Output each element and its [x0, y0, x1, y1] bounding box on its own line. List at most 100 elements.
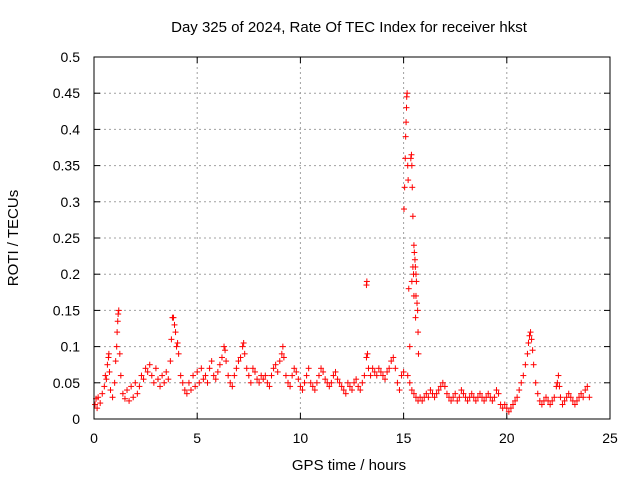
data-point: [200, 376, 207, 383]
data-point: [367, 372, 374, 379]
data-point: [109, 394, 116, 401]
data-point: [344, 379, 351, 386]
data-point: [278, 350, 285, 357]
data-point: [233, 365, 240, 372]
data-point: [157, 383, 164, 390]
data-point: [403, 104, 410, 111]
data-point: [489, 397, 496, 404]
data-point: [212, 376, 219, 383]
data-point: [410, 242, 417, 249]
data-point: [305, 365, 312, 372]
data-point: [458, 387, 465, 394]
data-point: [268, 372, 275, 379]
data-point: [181, 387, 188, 394]
data-point: [406, 379, 413, 386]
data-point: [404, 90, 411, 97]
data-point: [468, 390, 475, 397]
data-point: [406, 343, 413, 350]
data-point: [386, 365, 393, 372]
data-point: [94, 405, 101, 412]
data-point: [415, 329, 422, 336]
data-point: [301, 379, 308, 386]
data-point: [130, 394, 137, 401]
data-point: [202, 372, 209, 379]
data-point: [402, 133, 409, 140]
data-point: [223, 358, 230, 365]
data-point: [528, 336, 535, 343]
data-point: [410, 271, 417, 278]
data-point: [403, 119, 410, 126]
data-point: [315, 372, 322, 379]
data-point: [318, 365, 325, 372]
y-tick-label: 0.35: [53, 158, 80, 174]
data-point: [409, 263, 416, 270]
data-point: [472, 397, 479, 404]
data-point: [95, 394, 102, 401]
data-point: [115, 307, 122, 314]
y-tick-label: 0.15: [53, 302, 80, 318]
y-tick-label: 0.5: [61, 49, 81, 65]
data-point: [328, 379, 335, 386]
data-point: [534, 390, 541, 397]
x-tick-label: 25: [602, 430, 618, 446]
data-point: [524, 350, 531, 357]
data-point: [183, 390, 190, 397]
data-point: [132, 379, 139, 386]
data-point: [401, 206, 408, 213]
data-point: [142, 365, 149, 372]
data-point: [171, 321, 178, 328]
x-tick-label: 0: [90, 430, 98, 446]
data-point: [330, 372, 337, 379]
y-tick-label: 0.1: [61, 339, 81, 355]
data-point: [190, 372, 197, 379]
data-point: [170, 314, 177, 321]
chart-title: Day 325 of 2024, Rate Of TEC Index for r…: [171, 19, 528, 36]
data-point: [400, 368, 407, 375]
data-point: [119, 390, 126, 397]
data-point: [167, 358, 174, 365]
data-point: [361, 372, 368, 379]
data-point: [388, 358, 395, 365]
data-point: [342, 390, 349, 397]
data-point: [538, 401, 545, 408]
data-point: [128, 383, 135, 390]
data-point: [353, 376, 360, 383]
data-point: [409, 184, 416, 191]
data-point: [561, 397, 568, 404]
data-point: [527, 329, 534, 336]
data-point: [493, 387, 500, 394]
data-point: [210, 372, 217, 379]
data-point: [401, 184, 408, 191]
data-point: [311, 387, 318, 394]
data-point: [92, 401, 99, 408]
data-point: [256, 379, 263, 386]
data-point: [390, 354, 397, 361]
data-point: [198, 365, 205, 372]
data-point: [525, 339, 532, 346]
data-point: [495, 390, 502, 397]
data-point: [559, 401, 566, 408]
data-point: [359, 379, 366, 386]
data-point: [307, 379, 314, 386]
data-point: [204, 379, 211, 386]
data-point: [384, 368, 391, 375]
data-point: [140, 376, 147, 383]
data-point: [441, 383, 448, 390]
data-point: [237, 354, 244, 361]
data-point: [580, 394, 587, 401]
data-point: [249, 365, 256, 372]
data-point: [355, 383, 362, 390]
data-point: [351, 379, 358, 386]
data-marks: [92, 90, 593, 415]
data-point: [152, 365, 159, 372]
data-point: [392, 365, 399, 372]
data-point: [357, 387, 364, 394]
data-point: [266, 383, 273, 390]
data-point: [144, 368, 151, 375]
data-point: [102, 372, 109, 379]
data-point: [276, 358, 283, 365]
data-point: [464, 397, 471, 404]
y-tick-label: 0.25: [53, 230, 80, 246]
data-point: [460, 390, 467, 397]
data-point: [150, 379, 157, 386]
